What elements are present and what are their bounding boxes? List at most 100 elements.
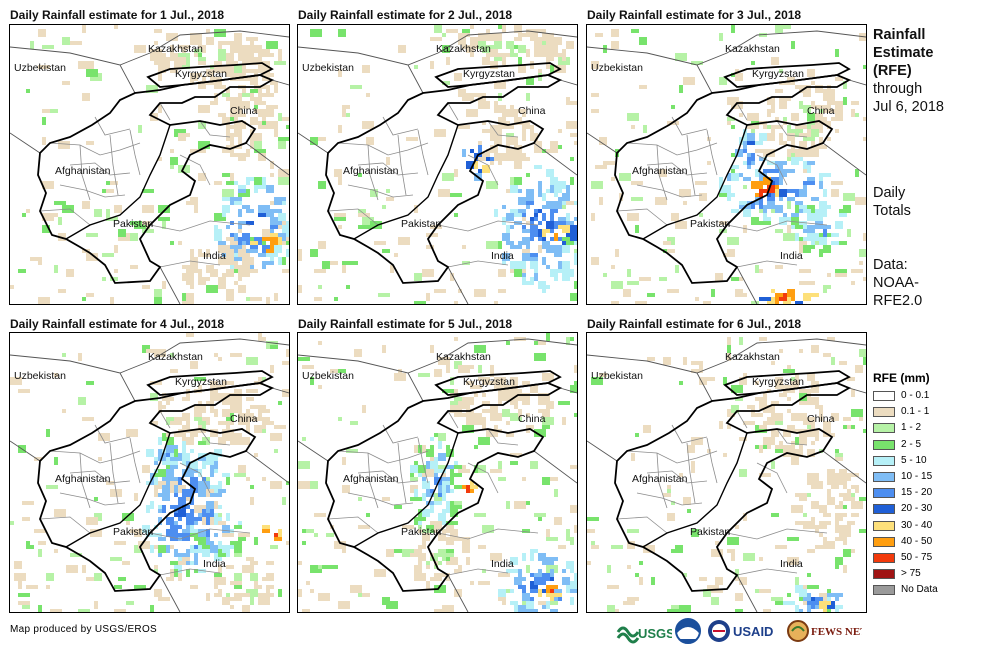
province-boundary: [382, 116, 419, 136]
afghanistan-pakistan-border: [353, 432, 459, 548]
legend-swatch: [873, 536, 895, 547]
rainfall-blobs: [142, 385, 282, 612]
panel-title-5: Daily Rainfall estimate for 5 Jul., 2018: [298, 317, 513, 331]
country-label-china: China: [807, 413, 835, 425]
country-label-kazakhstan: Kazakhstan: [436, 43, 491, 55]
province-boundary: [736, 568, 798, 576]
map-series-title: Rainfall Estimate (RFE) through Jul 6, 2…: [873, 26, 944, 116]
province-boundary: [159, 260, 221, 268]
legend-label: 0 - 0.1: [901, 390, 930, 401]
kyrgyzstan-border: [146, 370, 274, 396]
province-boundary: [159, 568, 221, 576]
legend-label: No Data: [901, 584, 938, 596]
province-boundary: [159, 102, 171, 121]
focus-country-border: [325, 74, 563, 284]
country-label-uzbekistan: Uzbekistan: [591, 370, 643, 382]
country-label-kazakhstan: Kazakhstan: [148, 43, 203, 55]
country-label-china: China: [518, 105, 546, 117]
kyrgyzstan-border: [434, 370, 562, 396]
totals-label: Totals: [873, 203, 911, 219]
province-boundary: [447, 260, 509, 268]
province-boundary: [199, 120, 231, 138]
province-boundary: [327, 208, 379, 226]
province-boundary: [347, 184, 414, 198]
country-label-uzbekistan: Uzbekistan: [14, 62, 66, 74]
province-boundary: [179, 154, 211, 186]
province-boundary: [49, 450, 141, 464]
province-boundary: [149, 220, 251, 232]
province-boundary: [397, 134, 407, 196]
country-boundary: [587, 338, 866, 612]
province-boundary: [327, 516, 379, 534]
province-boundary: [94, 424, 131, 444]
legend-swatch: [873, 423, 895, 434]
country-label-uzbekistan: Uzbekistan: [591, 62, 643, 74]
province-boundary: [59, 492, 126, 506]
province-boundary: [636, 184, 703, 198]
country-label-china: China: [518, 413, 546, 425]
legend-label: > 75: [901, 568, 921, 580]
kyrgyzstan-border: [723, 370, 851, 396]
title-line-1: Rainfall: [873, 27, 926, 43]
map-canvas: [587, 25, 866, 304]
legend-swatch: [873, 439, 895, 450]
province-boundary: [736, 410, 748, 429]
province-boundary: [726, 220, 828, 232]
province-boundary: [39, 516, 91, 534]
data-label: Data:: [873, 257, 908, 273]
usgs-logo: USGS: [616, 626, 672, 644]
data-source-line1: NOAA-: [873, 275, 919, 291]
afghanistan-pakistan-border: [65, 432, 171, 548]
legend-swatch: [873, 455, 895, 466]
province-boundary: [159, 410, 171, 429]
legend-swatch: [873, 553, 895, 563]
usaid-logo-text: USAID: [733, 624, 773, 639]
province-boundary: [626, 450, 718, 464]
fewsnet-logo-text: FEWS NET: [811, 626, 862, 638]
focus-country-border: [37, 74, 275, 284]
province-boundary: [726, 528, 828, 540]
province-boundary: [382, 424, 419, 444]
country-label-kyrgyzstan: Kyrgyzstan: [752, 376, 804, 388]
province-boundary: [69, 470, 131, 484]
province-boundary: [397, 442, 407, 504]
province-boundary: [671, 424, 708, 444]
country-label-india: India: [203, 250, 226, 262]
province-boundary: [79, 144, 91, 201]
country-label-kyrgyzstan: Kyrgyzstan: [175, 376, 227, 388]
country-label-kazakhstan: Kazakhstan: [148, 351, 203, 363]
province-boundary: [417, 129, 429, 176]
province-boundary: [467, 462, 499, 494]
map-canvas: [10, 333, 289, 612]
country-label-uzbekistan: Uzbekistan: [302, 62, 354, 74]
country-boundary: [298, 338, 577, 612]
province-boundary: [636, 492, 703, 506]
panel-title-6: Daily Rainfall estimate for 6 Jul., 2018: [587, 317, 802, 331]
province-boundary: [447, 410, 459, 429]
legend-swatch: [873, 504, 895, 515]
province-boundary: [437, 220, 539, 232]
country-label-pakistan: Pakistan: [113, 218, 154, 230]
usgs-logo-text: USGS: [638, 626, 672, 641]
province-boundary: [337, 142, 429, 156]
focus-country-border: [325, 382, 563, 592]
panel-title-4: Daily Rainfall estimate for 4 Jul., 2018: [10, 317, 225, 331]
rainfall-map-3: Kazakhstan Uzbekistan Kyrgyzstan China Afgha…: [586, 24, 867, 305]
province-boundary: [447, 102, 459, 121]
kyrgyzstan-border: [146, 62, 274, 88]
afghanistan-pakistan-border: [642, 432, 748, 548]
legend-label: 5 - 10: [901, 454, 927, 466]
through-label: through: [873, 81, 923, 97]
legend-label: 15 - 20: [901, 487, 933, 499]
province-boundary: [776, 428, 808, 446]
country-label-kyrgyzstan: Kyrgyzstan: [463, 68, 515, 80]
rainfall-map-2: Kazakhstan Uzbekistan Kyrgyzstan China Afgha…: [297, 24, 578, 305]
province-boundary: [109, 134, 119, 196]
panel-title-2: Daily Rainfall estimate for 2 Jul., 2018: [298, 8, 513, 22]
panel-title-3: Daily Rainfall estimate for 3 Jul., 2018: [587, 8, 802, 22]
rainfall-blobs: [150, 29, 289, 301]
province-boundary: [706, 129, 718, 176]
map-canvas: [298, 25, 577, 304]
country-boundary: [298, 30, 577, 304]
country-label-india: India: [491, 558, 514, 570]
